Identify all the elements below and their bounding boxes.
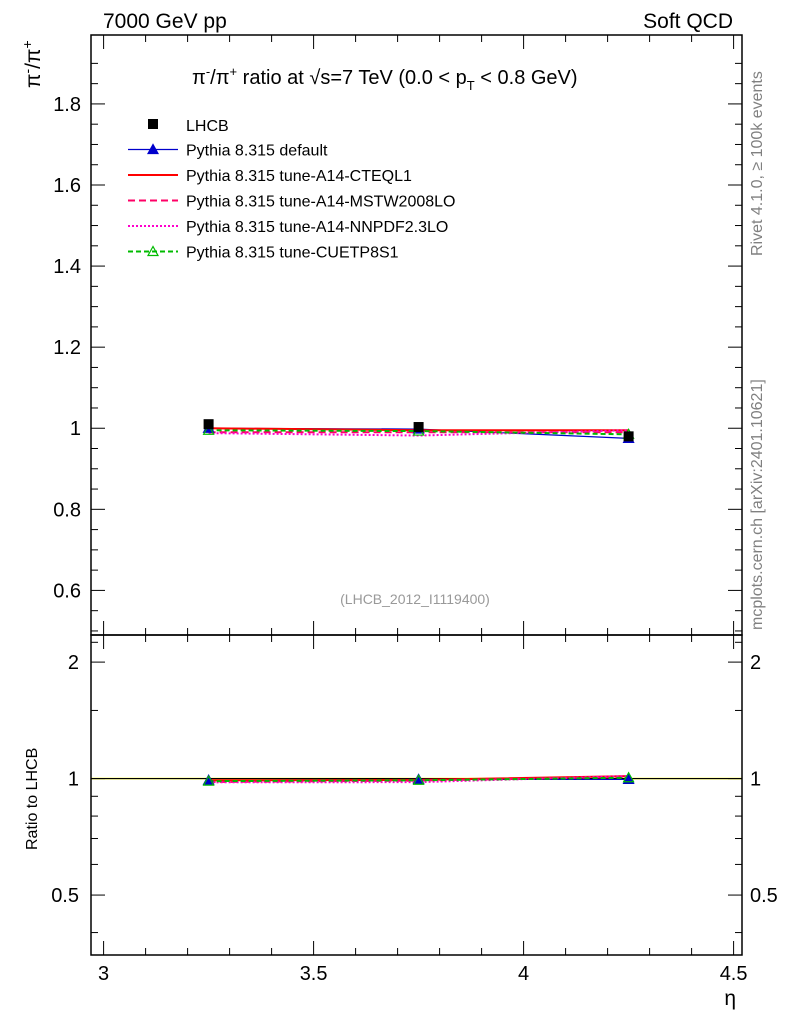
legend-label: Pythia 8.315 tune-A14-NNPDF2.3LO — [186, 219, 448, 236]
rivet-version-label: Rivet 4.1.0, ≥ 100k events — [749, 71, 766, 256]
legend-label: LHCB — [186, 118, 229, 135]
header-energy: 7000 GeV pp — [103, 10, 227, 33]
legend-marker-data — [148, 119, 158, 129]
header-category: Soft QCD — [643, 10, 733, 33]
ratio-series-marker — [202, 774, 215, 786]
ratio-y-tick-label-right: 1 — [750, 769, 761, 791]
y-tick-label: 1.2 — [53, 337, 81, 359]
x-tick-label: 4.5 — [720, 963, 748, 985]
y-tick-label: 1.4 — [53, 256, 81, 278]
ratio-y-tick-label: 0.5 — [51, 885, 79, 907]
ratio-series-marker — [622, 771, 635, 783]
series-marker — [202, 424, 215, 435]
y-tick-label: 1.6 — [53, 175, 81, 197]
y-tick-label: 0.6 — [53, 580, 81, 602]
y-tick-label: 1.8 — [53, 94, 81, 116]
legend-label: Pythia 8.315 default — [186, 143, 328, 160]
ratio-y-tick-label: 1 — [68, 769, 79, 791]
legend-label: Pythia 8.315 tune-A14-CTEQL1 — [186, 168, 412, 185]
legend: LHCB Pythia 8.315 default Pythia 8.315 tun… — [128, 118, 455, 262]
plot-title: π-/π+ ratio at √s=7 TeV (0.0 < pT < 0.8 … — [192, 64, 578, 93]
legend-marker — [146, 143, 160, 155]
analysis-watermark: (LHCB_2012_I1119400) — [340, 591, 490, 607]
legend-label: Pythia 8.315 tune-A14-MSTW2008LO — [186, 194, 455, 211]
ratio-y-tick-label-right: 0.5 — [750, 885, 778, 907]
x-tick-label: 4 — [518, 963, 529, 985]
ratio-series-marker — [412, 774, 425, 785]
ratio-y-tick-label-right: 2 — [750, 652, 761, 674]
x-tick-label: 3 — [98, 963, 109, 985]
legend-label: Pythia 8.315 tune-CUETP8S1 — [186, 245, 399, 262]
data-point — [623, 431, 634, 442]
x-tick-label: 3.5 — [300, 963, 328, 985]
y-tick-label: 1 — [70, 418, 81, 440]
data-point — [413, 422, 424, 433]
mcplots-label: mcplots.cern.ch [arXiv:2401.10621] — [749, 379, 766, 630]
main-ylabel: π-/π+ — [19, 40, 45, 88]
ratio-ylabel: Ratio to LHCB — [24, 748, 41, 850]
legend-marker — [146, 245, 160, 257]
x-axis-label: η — [724, 987, 736, 1010]
ratio-plot-frame — [90, 634, 743, 956]
ratio-y-tick-label: 2 — [68, 652, 79, 674]
data-points — [202, 419, 635, 786]
y-tick-label: 0.8 — [53, 499, 81, 521]
data-point — [203, 419, 214, 430]
axis-ticks: 3 3.5 4 4.5 0.6 0.8 1 1.2 1.4 1.6 1.8 0.5 0.5 1 1 2 2 — [51, 35, 778, 985]
